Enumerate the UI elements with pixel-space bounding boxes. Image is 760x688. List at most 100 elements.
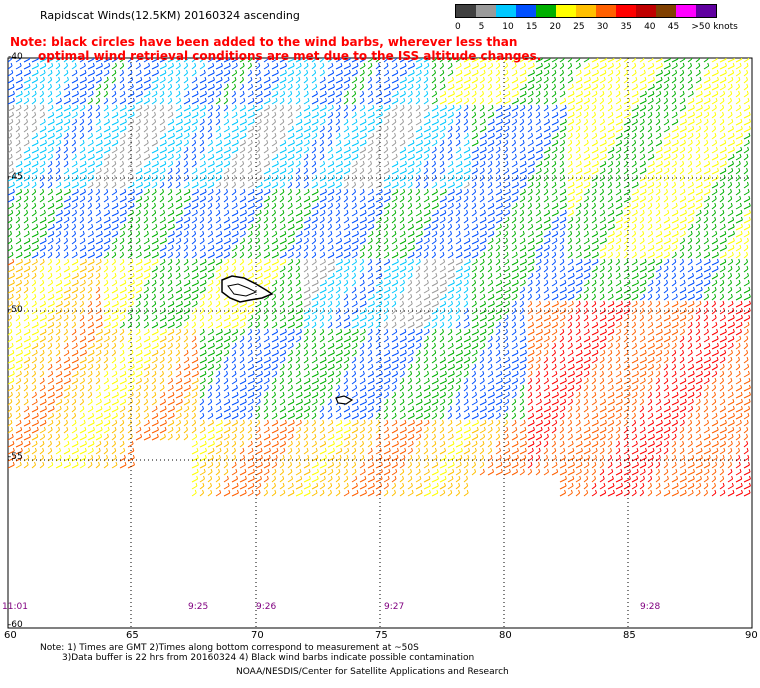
wind-barb [479, 76, 485, 84]
wind-barb [183, 111, 191, 119]
wind-barb [151, 97, 157, 105]
wind-barb [311, 90, 318, 98]
wind-barb [487, 90, 493, 98]
wind-barb [103, 76, 109, 84]
wind-barb [351, 104, 357, 112]
wind-barb [8, 111, 15, 119]
wind-barb [527, 69, 535, 77]
wind-barb [263, 83, 271, 91]
wind-barb [15, 62, 22, 70]
scale-swatch-0 [456, 5, 476, 17]
wind-barb [495, 69, 500, 77]
wind-barb [495, 104, 503, 112]
wind-barb [63, 83, 70, 91]
scale-label-10: >50 knots [691, 22, 738, 32]
wind-barb [671, 62, 678, 70]
wind-barb [327, 69, 335, 77]
wind-barb [399, 76, 407, 84]
wind-barb [95, 111, 101, 119]
wind-barb [383, 62, 389, 70]
wind-barb [447, 90, 455, 98]
wind-barb [231, 90, 236, 98]
wind-barb [671, 76, 677, 84]
wind-barb [127, 90, 135, 98]
wind-barb [655, 69, 663, 77]
wind-barb [183, 58, 189, 63]
wind-barb [391, 69, 399, 77]
wind-barb [335, 90, 343, 98]
wind-barb [599, 69, 607, 77]
scale-swatch-1 [476, 5, 496, 17]
wind-barb [103, 62, 111, 70]
wind-barb [279, 97, 285, 105]
wind-barb [247, 76, 253, 84]
wind-barb [551, 76, 557, 84]
wind-barb [271, 97, 278, 105]
wind-barb [559, 97, 567, 105]
scale-swatch-6 [576, 5, 596, 17]
wind-barb [87, 76, 95, 84]
wind-barb [223, 90, 229, 98]
wind-barb [719, 83, 726, 91]
wind-barb [199, 83, 207, 91]
wind-barb [447, 104, 455, 112]
wind-barb [207, 97, 214, 105]
wind-barb [263, 62, 270, 70]
wind-barb [535, 58, 543, 63]
wind-barb [671, 90, 676, 98]
wind-barb [647, 97, 654, 105]
wind-barb [631, 104, 639, 112]
wind-barb [167, 97, 173, 105]
wind-barb [231, 83, 237, 91]
wind-barb [391, 62, 398, 70]
wind-barb [95, 83, 102, 91]
wind-barb [647, 83, 655, 91]
wind-barb [63, 76, 69, 84]
wind-barb [599, 90, 605, 98]
wind-barb [111, 58, 118, 63]
wind-barb [407, 76, 415, 84]
wind-barb [519, 104, 526, 112]
wind-barb [551, 58, 558, 63]
wind-barb [351, 58, 359, 63]
wind-barb [463, 58, 471, 63]
wind-barb [719, 76, 727, 84]
wind-barb [15, 76, 23, 84]
wind-barb [287, 58, 295, 63]
wind-barb [191, 58, 196, 63]
wind-barb [583, 104, 590, 112]
scale-swatch-11 [676, 5, 696, 17]
wind-barb [383, 76, 390, 84]
wind-barb [671, 83, 677, 91]
wind-barb [527, 62, 535, 70]
wind-barb [103, 69, 110, 77]
wind-barb [271, 69, 279, 77]
wind-barb [375, 104, 383, 112]
wind-barb [15, 58, 21, 63]
wind-barb [367, 104, 375, 112]
wind-barb [215, 104, 221, 112]
wind-barb [295, 90, 301, 98]
wind-barb [343, 62, 351, 70]
wind-barb [631, 83, 639, 91]
wind-barb [151, 76, 159, 84]
wind-barb [407, 97, 413, 105]
wind-barb [431, 58, 437, 63]
wind-barb [735, 90, 741, 98]
wind-barb [215, 97, 221, 105]
wind-barb [575, 97, 583, 105]
wind-barb [319, 69, 325, 77]
wind-barb [615, 104, 622, 112]
wind-barb [655, 58, 663, 63]
wind-barb [231, 62, 238, 70]
wind-barb [191, 76, 198, 84]
wind-barb [415, 62, 423, 70]
wind-barb [455, 69, 463, 77]
wind-barb [335, 58, 342, 63]
wind-barb [183, 83, 189, 91]
scale-label-1: 5 [478, 22, 485, 32]
wind-barb [647, 76, 655, 84]
wind-barb [215, 111, 220, 119]
wind-barb [703, 104, 711, 112]
wind-barb [87, 58, 95, 63]
